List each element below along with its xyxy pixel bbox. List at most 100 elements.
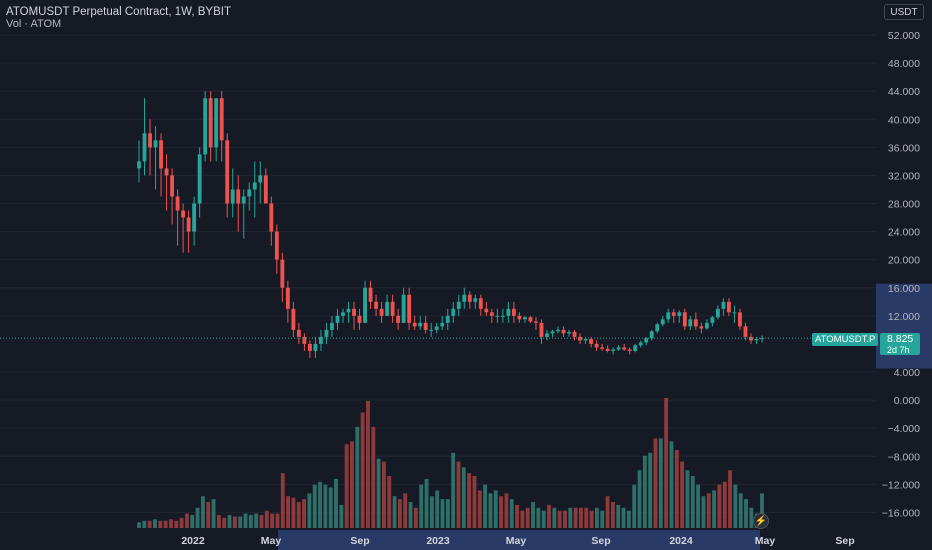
candle-body <box>644 338 649 343</box>
candle-body <box>225 140 230 204</box>
volume-bar <box>467 473 472 528</box>
candle-body <box>600 347 605 349</box>
volume-bar <box>424 478 429 528</box>
volume-bar <box>227 515 232 528</box>
volume-bar <box>483 484 488 528</box>
volume-bar <box>328 487 333 528</box>
candle-body <box>263 175 268 204</box>
candle-body <box>489 312 494 316</box>
bar-countdown: 2d 7h <box>887 345 910 355</box>
chart-title: ATOMUSDT Perpetual Contract, 1W, BYBIT <box>6 6 231 18</box>
candle-body <box>649 331 654 339</box>
y-tick-label: 44.000 <box>888 86 920 98</box>
volume-bar <box>717 484 722 528</box>
candle-body <box>153 140 158 148</box>
x-tick-label: Sep <box>591 535 610 547</box>
volume-indicator-label: Vol · ATOM <box>6 18 62 30</box>
x-tick-label: Sep <box>835 535 854 547</box>
volume-bar <box>456 461 461 528</box>
currency-button[interactable]: USDT <box>884 4 924 20</box>
volume-bar <box>563 510 567 528</box>
candle-body <box>302 336 307 344</box>
volume-bar <box>392 496 397 528</box>
volume-bar <box>312 484 317 528</box>
volume-bar <box>403 493 408 528</box>
y-tick-label: 32.000 <box>888 170 920 182</box>
symbol-price-tag: ATOMUSDT.P <box>812 333 879 346</box>
candle-body <box>319 336 323 344</box>
candle-body <box>385 301 390 316</box>
candle-body <box>517 315 522 320</box>
candle-body <box>738 312 742 327</box>
volume-bar <box>589 510 594 528</box>
volume-bar <box>184 513 189 528</box>
volume-bar <box>701 496 706 528</box>
volume-bar <box>153 519 157 528</box>
last-price-value: 8.825 <box>887 333 914 345</box>
volume-bar <box>163 520 168 528</box>
candle-body <box>473 298 478 302</box>
volume-bar <box>573 507 578 528</box>
volume-bar <box>610 502 615 528</box>
candle-body <box>578 336 582 341</box>
candle-body <box>605 348 610 351</box>
volume-bar <box>296 502 301 528</box>
volume-bar <box>211 499 216 528</box>
x-tick-label: May <box>261 535 282 547</box>
volume-bar <box>413 507 418 528</box>
candle-body <box>164 168 169 176</box>
candle-body <box>682 312 687 327</box>
y-tick-label: −8.000 <box>888 451 921 463</box>
candle-body <box>181 210 186 218</box>
volume-bar <box>547 504 551 528</box>
volume-bar <box>302 499 306 528</box>
x-tick-label: Sep <box>350 535 369 547</box>
volume-bar <box>493 490 498 528</box>
volume-bar <box>216 515 221 528</box>
volume-bar <box>744 499 748 528</box>
candle-body <box>186 217 191 232</box>
volume-bar <box>733 484 738 528</box>
candle-body <box>749 336 753 341</box>
candle-body <box>484 308 489 313</box>
candle-body <box>506 308 511 316</box>
volume-bar <box>632 484 637 528</box>
candle-body <box>396 315 401 323</box>
candle-body <box>616 347 621 350</box>
volume-bar <box>318 481 322 528</box>
time-range-highlight <box>278 530 760 550</box>
volume-bar <box>158 520 163 528</box>
candle-body <box>445 315 450 323</box>
candle-body <box>478 298 483 309</box>
candle-body <box>192 203 197 232</box>
volume-bar <box>142 520 147 528</box>
x-tick-label: 2022 <box>181 535 205 547</box>
candle-body <box>390 301 395 316</box>
y-tick-label: 4.000 <box>894 367 920 379</box>
volume-bar <box>658 438 663 528</box>
candle-body <box>175 196 180 211</box>
volume-bar <box>509 499 514 528</box>
volume-bar <box>387 476 392 528</box>
last-price-tag: 8.825 2d 7h <box>880 333 920 355</box>
candle-body <box>456 301 461 309</box>
y-tick-label: 28.000 <box>888 199 920 211</box>
candle-body <box>379 308 384 316</box>
candle-body <box>219 98 224 141</box>
candle-body <box>412 322 417 327</box>
candle-body <box>368 287 373 302</box>
volume-bar <box>222 517 227 528</box>
volume-bar <box>371 426 376 528</box>
volume-bar <box>137 522 141 528</box>
candle-body <box>142 133 147 162</box>
y-tick-label: 0.000 <box>894 395 920 407</box>
y-tick-label: 52.000 <box>888 30 920 42</box>
candle-body <box>528 317 533 322</box>
candle-body <box>743 326 748 337</box>
candle-body <box>467 294 472 302</box>
volume-bar <box>419 484 424 528</box>
volume-bar <box>680 461 685 528</box>
lightning-icon[interactable]: ⚡ <box>753 513 769 529</box>
candle-body <box>545 333 549 337</box>
